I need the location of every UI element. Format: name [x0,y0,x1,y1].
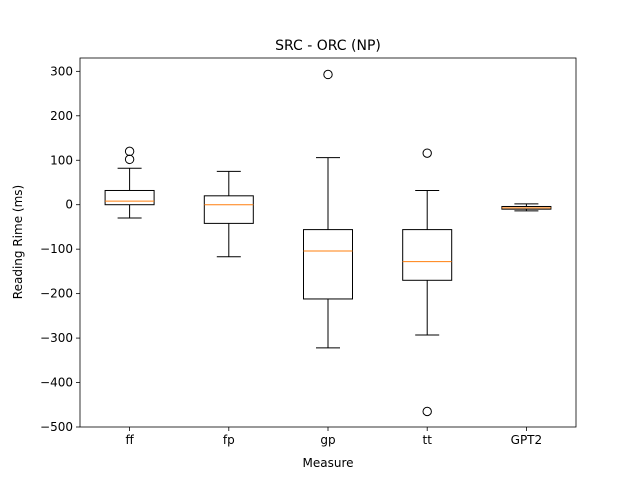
x-axis-label: Measure [303,456,354,470]
box-gp [303,229,353,300]
y-tick-label-2: 100 [50,153,73,167]
x-tick-label-ff: ff [125,433,134,447]
box-tt [402,229,453,281]
x-tick-label-gp: gp [320,433,335,447]
x-tick-label-fp: fp [223,433,235,447]
y-tick-label-0: 300 [50,64,73,78]
box-tt-outlier-1 [422,406,432,417]
y-axis-label: Reading Rime (ms) [11,185,25,299]
box-fp [203,195,254,224]
plot-area: 300 200 100 0 −100 −200 −300 −400 −500 ff fp gp tt GP… [40,57,577,447]
box-tt-outlier-0 [422,148,432,158]
y-tick-label-1: 200 [50,109,73,123]
y-tick-label-3: 0 [65,198,73,212]
y-tick-label-8: −500 [40,420,73,434]
box-gp-outlier-0 [323,69,333,80]
y-tick-label-5: −200 [40,287,73,301]
chart-title: SRC - ORC (NP) [275,38,381,54]
y-tick-label-6: −300 [40,331,73,345]
box-ff-outlier-1 [124,146,135,157]
y-tick-label-4: −100 [40,242,73,256]
x-tick-label-GPT2: GPT2 [511,433,543,447]
y-tick-label-7: −400 [40,376,73,390]
x-tick-label-tt: tt [422,433,432,447]
box-ff [104,189,155,206]
